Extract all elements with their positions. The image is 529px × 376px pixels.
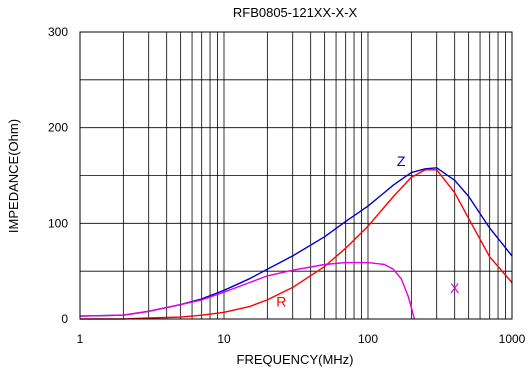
y-tick-label: 200 <box>48 121 68 135</box>
plot-frame <box>79 31 513 320</box>
x-tick-label: 1000 <box>499 332 526 346</box>
x-axis-label: FREQUENCY(MHz) <box>237 352 354 367</box>
chart-title: RFB0805-121XX-X-X <box>233 5 358 20</box>
x-tick-labels: 1 10 100 1000 <box>77 332 526 346</box>
series-label-r: R <box>276 294 286 310</box>
y-tick-label: 0 <box>61 312 68 326</box>
series-line-x <box>79 261 416 320</box>
y-tick-label: 300 <box>48 25 68 39</box>
chart-grid <box>80 32 512 319</box>
y-tick-labels: 0 100 200 300 <box>48 25 68 326</box>
series-lines <box>79 167 513 320</box>
x-tick-label: 1 <box>77 332 84 346</box>
series-label-z: Z <box>397 153 406 169</box>
series-line-r <box>80 169 513 320</box>
series-labels: Z R X <box>276 153 460 310</box>
x-tick-label: 10 <box>217 332 231 346</box>
series-line-z <box>79 167 513 317</box>
y-tick-label: 100 <box>48 216 68 230</box>
y-axis-label: IMPEDANCE(Ohm) <box>6 119 21 233</box>
series-label-x: X <box>450 280 460 296</box>
x-tick-label: 100 <box>358 332 378 346</box>
